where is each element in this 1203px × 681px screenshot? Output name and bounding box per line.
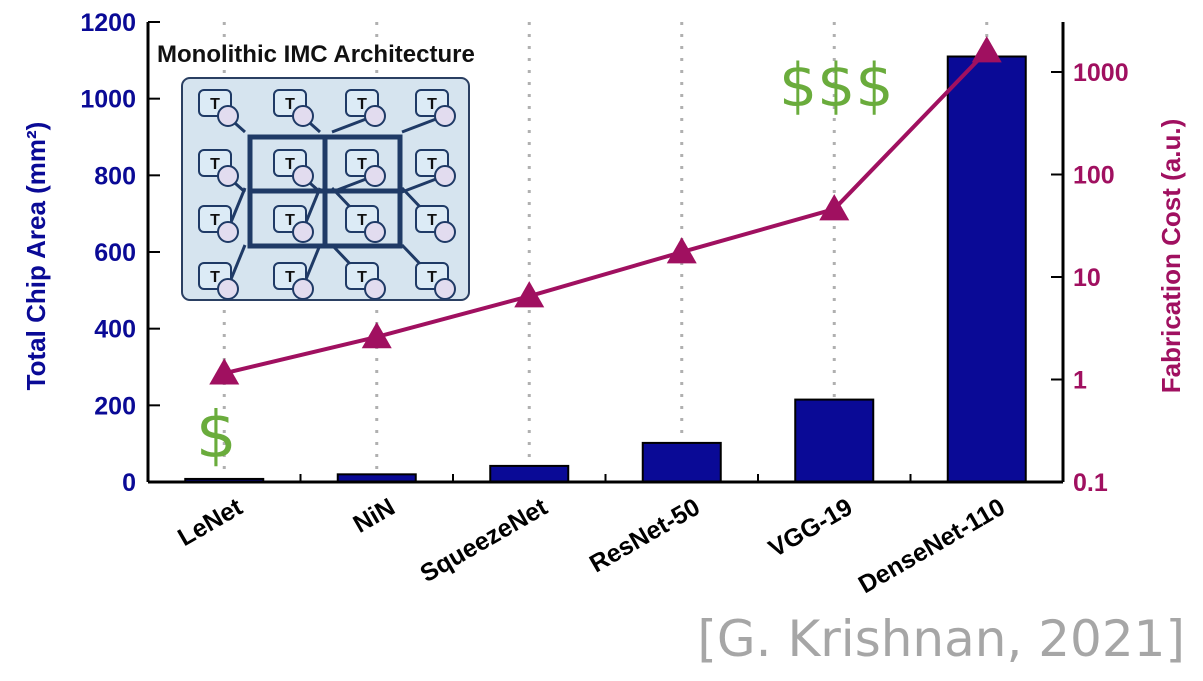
x-tick-label: LeNet bbox=[173, 493, 248, 552]
y-tick-label-left: 600 bbox=[94, 239, 136, 267]
router-node bbox=[292, 278, 314, 300]
x-axis-tick-labels: LeNet NiN SqueezeNet ResNet-50 VGG-19DenseNe… bbox=[173, 493, 1010, 600]
y-tick-label-left: 1000 bbox=[80, 86, 136, 114]
router-node bbox=[434, 105, 456, 127]
y-tick-label-left: 400 bbox=[94, 316, 136, 344]
x-tick-label: ResNet-50 bbox=[585, 493, 705, 578]
cost-marker bbox=[666, 237, 697, 264]
x-tick-label: SqueezeNet bbox=[416, 493, 553, 588]
bar bbox=[794, 398, 875, 484]
y-tick-label-left: 0 bbox=[122, 469, 136, 497]
inset-title: Monolithic IMC Architecture bbox=[157, 41, 475, 68]
router-node bbox=[364, 165, 386, 187]
router-node bbox=[434, 278, 456, 300]
tile-label: T bbox=[285, 212, 295, 229]
cost-annotation: $ bbox=[196, 399, 237, 473]
tile-label: T bbox=[427, 156, 437, 173]
tile-label: T bbox=[357, 269, 367, 286]
cost-marker bbox=[819, 194, 850, 221]
annotations: $$$$ bbox=[196, 51, 894, 473]
y-axis-right-label: Fabrication Cost (a.u.) bbox=[1156, 119, 1186, 393]
left-axis-ticks: 0 200 400 600 800 1000 1200 bbox=[80, 9, 160, 497]
y-tick-label-right: 1000 bbox=[1073, 59, 1129, 87]
y-axis-left-label: Total Chip Area (mm²) bbox=[21, 122, 51, 391]
tile-label: T bbox=[285, 156, 295, 173]
inset-tiles: T T T T T T T T T T T T T T T T bbox=[198, 89, 456, 300]
router-node bbox=[434, 165, 456, 187]
tile-label: T bbox=[427, 212, 437, 229]
x-tick-label: NiN bbox=[348, 493, 399, 539]
y-tick-label-right: 100 bbox=[1073, 162, 1115, 190]
router-node bbox=[434, 221, 456, 243]
tile-label: T bbox=[210, 212, 220, 229]
tile-label: T bbox=[285, 269, 295, 286]
y-tick-label-right: 0.1 bbox=[1073, 469, 1108, 497]
tile-label: T bbox=[210, 269, 220, 286]
router-node bbox=[217, 221, 239, 243]
inset-mesh bbox=[247, 134, 403, 249]
tile-label: T bbox=[357, 212, 367, 229]
right-axis-ticks: 0.1 1 10 100 1000 bbox=[1051, 59, 1129, 497]
y-tick-label-right: 1 bbox=[1073, 367, 1087, 395]
router-node bbox=[217, 278, 239, 300]
cost-line bbox=[223, 49, 989, 376]
router-node bbox=[292, 105, 314, 127]
router-node bbox=[217, 165, 239, 187]
bar bbox=[946, 55, 1027, 483]
cost-marker bbox=[971, 36, 1002, 63]
router-node bbox=[217, 105, 239, 127]
tile-label: T bbox=[357, 156, 367, 173]
tile-label: T bbox=[427, 269, 437, 286]
y-tick-label-left: 200 bbox=[94, 392, 136, 420]
router-node bbox=[364, 278, 386, 300]
router-node bbox=[292, 221, 314, 243]
tile-label: T bbox=[285, 96, 295, 113]
bar bbox=[489, 464, 570, 483]
architecture-inset: Monolithic IMC Architecture T T T TT T T TT T T T… bbox=[157, 41, 475, 301]
cost-marker bbox=[514, 281, 545, 308]
router-node bbox=[292, 165, 314, 187]
bar bbox=[641, 441, 722, 483]
tile-label: T bbox=[210, 156, 220, 173]
cost-marker bbox=[209, 358, 240, 385]
x-tick-label: VGG-19 bbox=[764, 493, 857, 563]
y-tick-label-left: 1200 bbox=[80, 9, 136, 37]
router-node bbox=[364, 105, 386, 127]
router-node bbox=[364, 221, 386, 243]
cost-marker bbox=[361, 321, 392, 349]
tile-label: T bbox=[210, 96, 220, 113]
tile-label: T bbox=[427, 96, 437, 113]
y-tick-label-right: 10 bbox=[1073, 264, 1101, 292]
x-tick-label: DenseNet-110 bbox=[854, 493, 1010, 599]
cost-annotation: $$$ bbox=[779, 51, 894, 121]
y-tick-label-left: 800 bbox=[94, 162, 136, 190]
citation: [G. Krishnan, 2021] bbox=[697, 610, 1185, 668]
tile-label: T bbox=[357, 96, 367, 113]
cost-line-series bbox=[209, 36, 1002, 385]
